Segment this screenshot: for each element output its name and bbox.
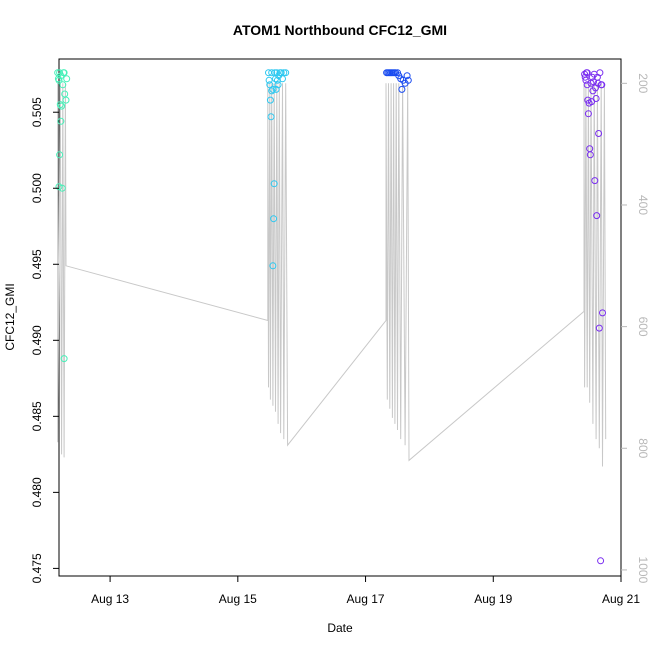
x-axis: Aug 13 Aug 15 Aug 17 Aug 19 Aug 21 — [91, 576, 640, 606]
data-point — [265, 76, 273, 84]
secondary-axis: 200 400 600 800 1000 — [621, 73, 650, 584]
data-point — [56, 101, 64, 109]
data-point — [268, 87, 276, 95]
data-point — [266, 96, 274, 104]
data-point — [57, 117, 65, 125]
data-point — [595, 130, 603, 137]
data-point — [597, 557, 605, 565]
data-point — [588, 98, 596, 106]
x-tick-label: Aug 15 — [219, 592, 257, 606]
data-point — [60, 355, 68, 363]
data-points — [54, 69, 606, 565]
data-point — [58, 102, 66, 110]
data-point — [583, 81, 591, 89]
data-point — [273, 76, 281, 84]
x-tick-label: Aug 21 — [602, 592, 640, 606]
data-point — [269, 85, 277, 93]
data-point — [55, 76, 63, 84]
data-point — [282, 69, 290, 77]
data-point — [582, 76, 590, 84]
data-point — [593, 212, 601, 220]
y-tick-label: 0.480 — [30, 477, 44, 507]
data-point — [57, 72, 65, 80]
data-point — [267, 113, 275, 121]
data-point — [56, 151, 64, 159]
data-point — [270, 215, 278, 223]
y-axis-label: CFC12_GMI — [3, 283, 17, 350]
y-tick-label: 0.495 — [30, 249, 44, 279]
y-tick-label: 0.485 — [30, 401, 44, 431]
secondary-tick-label: 600 — [636, 317, 650, 337]
data-point — [274, 81, 282, 89]
data-point — [55, 183, 63, 191]
y-tick-label: 0.500 — [30, 173, 44, 203]
y-tick-label: 0.475 — [30, 553, 44, 583]
data-point — [404, 76, 412, 84]
data-point — [62, 96, 70, 104]
plot-frame — [58, 58, 622, 577]
y-tick-label: 0.490 — [30, 325, 44, 355]
data-point — [269, 262, 277, 270]
x-axis-label: Date — [327, 621, 353, 635]
data-point — [270, 180, 278, 188]
y-tick-label: 0.505 — [30, 97, 44, 127]
data-point — [584, 110, 592, 118]
data-point — [583, 69, 591, 77]
data-point — [280, 69, 288, 77]
data-point — [59, 81, 67, 89]
data-point — [268, 69, 276, 77]
altitude-lines — [57, 83, 607, 467]
data-point — [63, 75, 71, 83]
x-tick-label: Aug 17 — [347, 592, 385, 606]
secondary-tick-label: 800 — [636, 438, 650, 458]
data-point — [398, 85, 406, 93]
data-point — [596, 69, 604, 77]
data-point — [594, 79, 602, 87]
data-point — [272, 85, 280, 93]
secondary-tick-label: 200 — [636, 73, 650, 93]
data-point — [58, 184, 66, 192]
data-point — [591, 177, 599, 185]
chart-title: ATOM1 Northbound CFC12_GMI — [233, 22, 447, 38]
x-tick-label: Aug 13 — [91, 592, 129, 606]
y-axis: 0.475 0.480 0.485 0.490 0.495 0.500 0.505 — [30, 97, 59, 583]
data-point — [590, 78, 597, 86]
data-point — [403, 72, 411, 80]
data-point — [598, 81, 606, 89]
x-tick-label: Aug 19 — [474, 592, 512, 606]
data-point — [581, 73, 589, 81]
secondary-tick-label: 1000 — [636, 557, 650, 584]
data-point — [595, 324, 603, 332]
data-point — [586, 151, 594, 159]
secondary-tick-label: 400 — [636, 195, 650, 215]
altitude-line — [57, 83, 607, 467]
data-point — [599, 309, 606, 317]
